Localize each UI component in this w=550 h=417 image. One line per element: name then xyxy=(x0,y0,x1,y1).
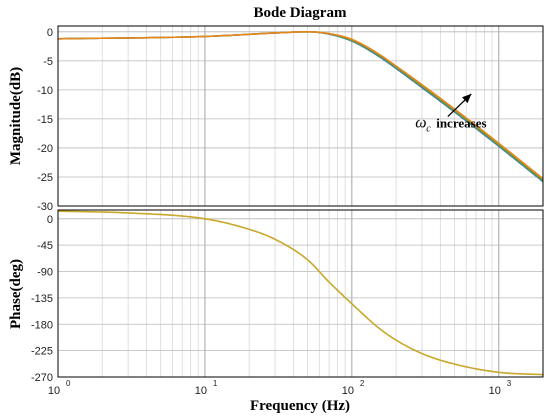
x-tick-exponent: 2 xyxy=(360,379,365,388)
annotation-arrow-head xyxy=(462,93,472,104)
annotation-subscript: c xyxy=(426,124,431,135)
undefined-y-tick-label: -180 xyxy=(31,319,53,331)
undefined-y-tick-label: -5 xyxy=(43,56,53,68)
undefined-y-tick-label: -135 xyxy=(31,293,53,305)
x-axis-label: Frequency (Hz) xyxy=(250,398,350,414)
undefined-series-line-3 xyxy=(57,31,544,180)
undefined-series-line-2 xyxy=(57,31,544,182)
phase-axes-frame xyxy=(57,209,544,378)
phase-y-tick-labels: 0 -45 -90 -135 -180 -225 -270 xyxy=(31,214,53,384)
undefined-y-tick-label: 0 xyxy=(47,214,53,226)
annotation-text: increases xyxy=(436,116,486,131)
undefined-y-tick-label: -25 xyxy=(37,172,53,184)
phase-series xyxy=(57,210,544,376)
undefined-y-tick-label: -90 xyxy=(37,267,53,279)
undefined-y-tick-label: -10 xyxy=(37,85,53,97)
undefined-series-line-1 xyxy=(57,31,544,183)
undefined-series-line-1 xyxy=(57,210,544,376)
magnitude-gridlines xyxy=(57,26,544,207)
undefined-y-tick-label: -20 xyxy=(37,143,53,155)
undefined-y-tick-label: -15 xyxy=(37,114,53,126)
x-tick-exponent: 0 xyxy=(66,379,71,388)
undefined-y-tick-label: -45 xyxy=(37,240,53,252)
magnitude-panel: 0 -5 -10 -15 -20 -25 -30 ω c increases Magnitude… xyxy=(8,25,544,213)
phase-ylabel: Phase(deg) xyxy=(8,259,24,329)
magnitude-ylabel: Magnitude(dB) xyxy=(8,67,24,165)
magnitude-annotation: ω c increases xyxy=(415,93,487,135)
x-tick-label: 10 xyxy=(342,385,354,397)
x-tick-label: 10 xyxy=(489,385,501,397)
magnitude-series xyxy=(57,31,544,183)
x-tick-label: 10 xyxy=(195,385,207,397)
undefined-y-tick-label: -270 xyxy=(31,372,53,384)
x-tick-exponent: 3 xyxy=(507,379,512,388)
x-tick-label: 10 xyxy=(48,385,60,397)
undefined-y-tick-label: -225 xyxy=(31,346,53,358)
phase-panel: 0 -45 -90 -135 -180 -225 -270 Phase(deg) xyxy=(8,209,544,384)
annotation-omega-symbol: ω xyxy=(415,115,426,132)
phase-gridlines xyxy=(57,210,544,378)
undefined-y-tick-label: -30 xyxy=(37,201,53,213)
undefined-y-tick-label: 0 xyxy=(47,27,53,39)
magnitude-y-tick-labels: 0 -5 -10 -15 -20 -25 -30 xyxy=(37,27,53,213)
x-tick-labels: 10 0 10 1 10 2 10 3 xyxy=(48,379,512,397)
chart-title: Bode Diagram xyxy=(254,5,347,21)
magnitude-axes-frame xyxy=(57,25,544,207)
x-tick-exponent: 1 xyxy=(213,379,218,388)
